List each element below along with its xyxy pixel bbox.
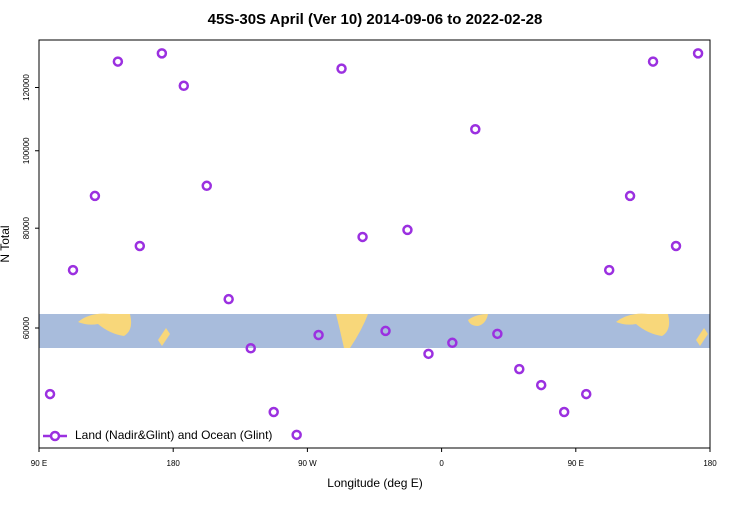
x-tick-label: 90 W (298, 459, 317, 468)
point (245, 343, 256, 354)
point (624, 190, 636, 202)
y-tick-label: 100000 (22, 137, 31, 164)
x-tick-label: 180 (167, 459, 181, 468)
point (223, 293, 234, 305)
point (647, 56, 659, 67)
point (447, 337, 458, 349)
point (201, 180, 212, 192)
point (44, 388, 56, 400)
point (535, 379, 547, 391)
point (492, 328, 503, 340)
point (291, 429, 302, 441)
chart-title: 45S-30S April (Ver 10) 2014-09-06 to 202… (208, 11, 543, 28)
point (156, 48, 168, 59)
point (603, 264, 615, 276)
point (580, 388, 592, 400)
point (112, 56, 124, 67)
x-tick-label: 0 (439, 459, 444, 468)
point (134, 240, 146, 252)
point (423, 348, 434, 360)
point (402, 224, 413, 236)
x-tick-label: 90 E (31, 459, 47, 468)
point (178, 80, 190, 92)
x-axis-label: Longitude (deg E) (327, 476, 422, 490)
point (470, 123, 481, 135)
point (692, 48, 704, 59)
x-tick-label: 90 E (568, 459, 584, 468)
legend-marker (49, 430, 61, 442)
y-tick-label: 120000 (22, 74, 31, 101)
point (514, 363, 525, 375)
y-axis-label: N Total (0, 225, 12, 262)
point (89, 190, 101, 202)
map-band (39, 313, 710, 348)
point (268, 406, 279, 418)
point (670, 240, 682, 252)
point (67, 264, 79, 276)
point (313, 329, 324, 341)
point (380, 325, 391, 337)
y-tick-label: 60000 (22, 316, 31, 339)
x-tick-label: 180 (703, 459, 717, 468)
point (558, 406, 570, 418)
point (336, 63, 347, 74)
legend-label: Land (Nadir&Glint) and Ocean (Glint) (75, 428, 272, 442)
y-tick-label: 80000 (22, 217, 31, 240)
point (357, 231, 368, 243)
plot-frame (38, 39, 711, 449)
